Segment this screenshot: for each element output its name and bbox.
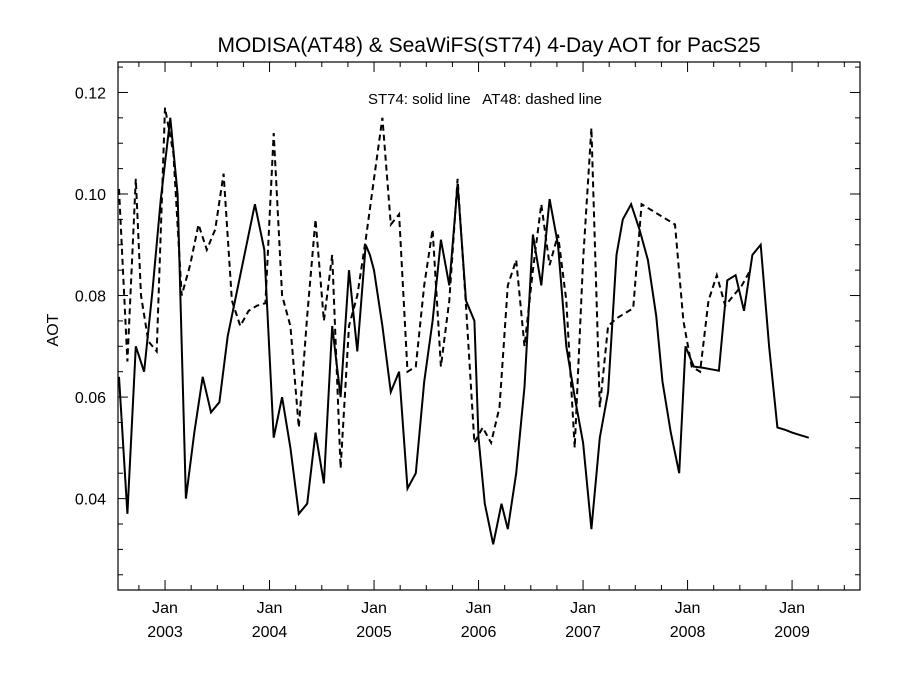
x-tick-month: Jan <box>257 600 283 617</box>
y-tick-label: 0.06 <box>75 390 106 407</box>
x-tick-year: 2007 <box>565 624 601 641</box>
plot-frame <box>117 61 861 591</box>
x-tick-year: 2003 <box>147 624 183 641</box>
x-tick-year: 2004 <box>252 624 288 641</box>
x-tick-month: Jan <box>361 600 387 617</box>
x-tick-month: Jan <box>570 600 596 617</box>
x-tick-month: Jan <box>152 600 178 617</box>
series-line-at48 <box>118 107 752 469</box>
x-tick-year: 2005 <box>356 624 392 641</box>
y-tick-label: 0.08 <box>75 289 106 306</box>
x-tick-month: Jan <box>466 600 492 617</box>
x-tick-year: 2006 <box>461 624 497 641</box>
y-tick-label: 0.10 <box>75 187 106 204</box>
x-tick-year: 2008 <box>670 624 706 641</box>
y-tick-label: 0.04 <box>75 492 106 509</box>
series-layer <box>118 107 810 545</box>
axes: 0.04 0.06 0.08 0.10 0.12 Jan 2003 Jan 2004 Jan 200… <box>75 62 860 641</box>
y-tick-label: 0.12 <box>75 85 106 102</box>
x-tick-year: 2009 <box>774 624 810 641</box>
chart-title: MODISA(AT48) & SeaWiFS(ST74) 4-Day AOT f… <box>217 34 760 57</box>
y-axis-label: AOT <box>45 313 62 346</box>
x-tick-month: Jan <box>779 600 805 617</box>
line-style-note: ST74: solid line AT48: dashed line <box>368 91 602 108</box>
series-line-st74 <box>118 117 810 545</box>
x-tick-month: Jan <box>675 600 701 617</box>
